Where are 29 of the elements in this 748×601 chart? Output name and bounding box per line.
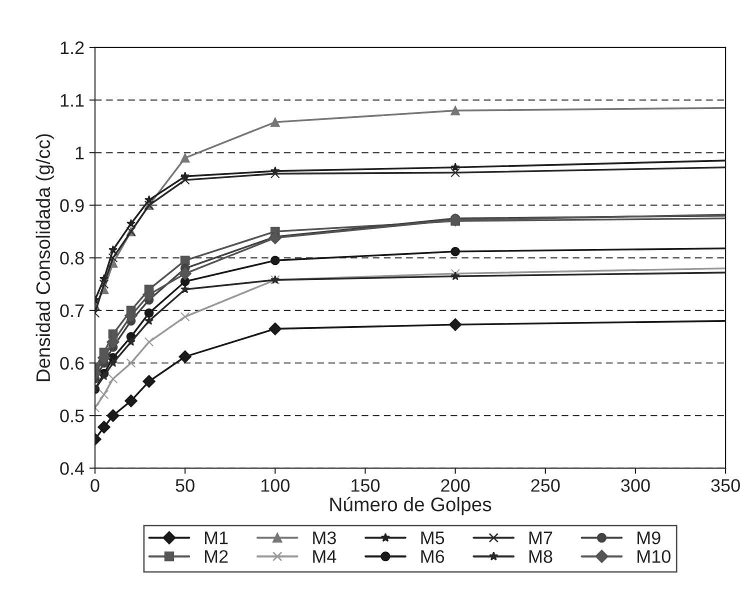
x-tick-label: 350 <box>711 479 740 492</box>
legend-label: M7 <box>529 532 552 544</box>
x-tick-label: 250 <box>531 479 560 492</box>
y-tick-label: 1.1 <box>60 94 84 107</box>
legend-label: M10 <box>638 550 670 563</box>
legend-label: M6 <box>421 550 444 563</box>
y-tick-label: 1 <box>76 146 84 160</box>
x-tick-label: 150 <box>352 479 380 492</box>
legend-label: M9 <box>638 531 660 544</box>
legend-label: M1 <box>205 532 228 544</box>
x-tick-label: 200 <box>441 479 470 492</box>
x-tick-label: 300 <box>621 479 650 492</box>
y-tick-label: 1.2 <box>60 41 84 54</box>
legend-label: M4 <box>313 550 336 563</box>
y-axis-title: Densidad Consolidada (g/cc) <box>36 134 54 382</box>
x-tick-label: 100 <box>261 479 290 492</box>
y-tick-label: 0.8 <box>60 252 84 265</box>
x-axis-title: Número de Golpes <box>330 496 492 516</box>
legend-label: M8 <box>529 550 552 563</box>
y-tick-label: 0.5 <box>60 410 84 422</box>
y-tick-label: 0.6 <box>60 356 84 370</box>
legend-label: M5 <box>421 532 444 544</box>
y-tick-label: 0.4 <box>60 462 84 475</box>
y-tick-label: 0.7 <box>60 304 84 318</box>
x-tick-label: 0 <box>90 479 100 492</box>
legend-label: M3 <box>313 531 336 544</box>
legend-label: M2 <box>205 550 228 563</box>
x-tick-label: 50 <box>176 479 194 492</box>
y-tick-label: 0.9 <box>60 199 84 212</box>
